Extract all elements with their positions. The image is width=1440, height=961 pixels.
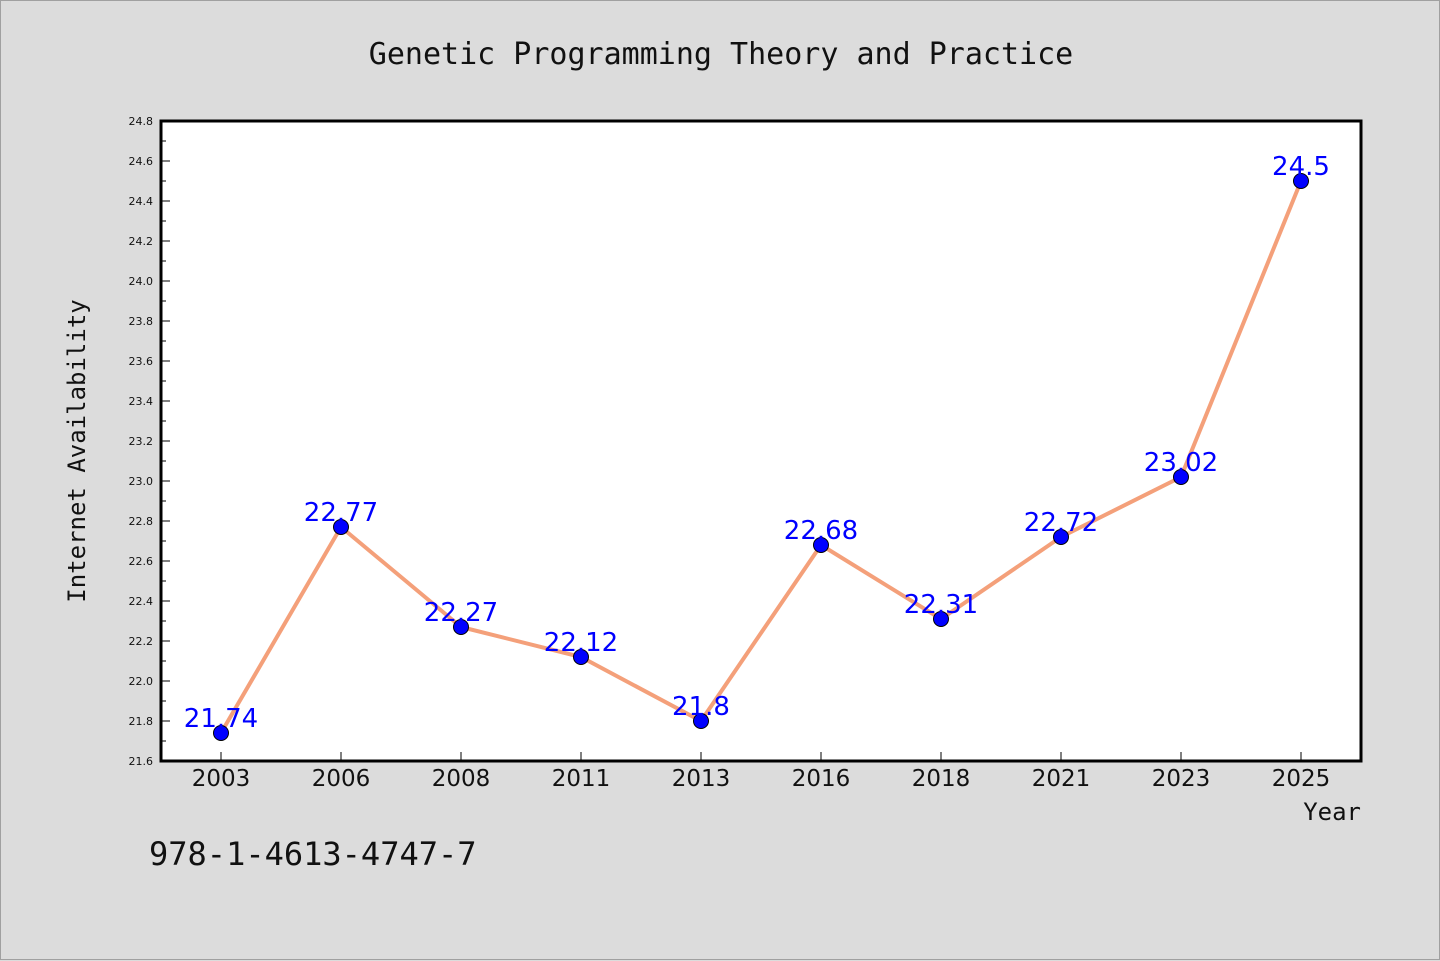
y-axis: 21.6 21.8 22.0 22.2 22.4 22.6 22.8 23.0 23.2 23.4… <box>129 115 170 768</box>
data-label: 23.02 <box>1144 448 1218 478</box>
x-tick-label: 2013 <box>672 766 731 792</box>
y-tick-label: 23.6 <box>129 355 154 368</box>
x-tick-label: 2016 <box>792 766 851 792</box>
y-tick-label: 24.8 <box>129 115 154 128</box>
data-point <box>453 619 469 635</box>
data-point <box>573 649 589 665</box>
x-axis: 2003 2006 2008 2011 2013 2016 2018 2021 2023 2025 <box>192 752 1331 792</box>
data-point <box>933 611 949 627</box>
y-tick-label: 22.6 <box>129 555 154 568</box>
x-tick-label: 2006 <box>312 766 371 792</box>
plot-area <box>159 119 1363 763</box>
isbn-text: 978-1-4613-4747-7 <box>149 835 477 873</box>
data-point <box>333 519 349 535</box>
data-label: 22.12 <box>544 628 618 658</box>
data-labels: 21.74 22.77 22.27 22.12 21.8 22.68 22.31 22.72 2… <box>184 152 1330 734</box>
x-tick-label: 2003 <box>192 766 251 792</box>
y-tick-label: 23.8 <box>129 315 154 328</box>
y-axis-title: Internet Availability <box>63 299 91 602</box>
y-tick-label: 21.6 <box>129 755 154 768</box>
y-tick-label: 24.6 <box>129 155 154 168</box>
data-label: 22.31 <box>904 590 978 620</box>
y-tick-label: 24.0 <box>129 275 154 288</box>
data-point <box>1173 469 1189 485</box>
y-tick-label: 22.2 <box>129 635 154 648</box>
x-tick-label: 2023 <box>1152 766 1211 792</box>
data-label: 24.5 <box>1272 152 1330 182</box>
x-tick-label: 2025 <box>1272 766 1331 792</box>
y-tick-label: 23.2 <box>129 435 154 448</box>
data-series <box>213 173 1309 741</box>
data-label: 22.68 <box>784 516 858 546</box>
data-label: 22.77 <box>304 498 378 528</box>
y-tick-label: 24.2 <box>129 235 154 248</box>
data-point <box>213 725 229 741</box>
data-point <box>693 713 709 729</box>
data-label: 22.72 <box>1024 508 1098 538</box>
x-axis-title: Year <box>1303 798 1361 826</box>
y-tick-label: 22.4 <box>129 595 154 608</box>
series-line <box>219 180 1303 735</box>
y-tick-label: 22.0 <box>129 675 154 688</box>
y-tick-label: 22.8 <box>129 515 154 528</box>
x-tick-label: 2018 <box>912 766 971 792</box>
x-tick-label: 2011 <box>552 766 611 792</box>
data-point <box>1293 173 1309 189</box>
data-label: 21.74 <box>184 704 258 734</box>
chart-title: Genetic Programming Theory and Practice <box>369 37 1073 72</box>
y-tick-label: 23.4 <box>129 395 154 408</box>
data-point <box>813 537 829 553</box>
data-label: 21.8 <box>672 692 730 722</box>
data-label: 22.27 <box>424 598 498 628</box>
x-tick-label: 2021 <box>1032 766 1091 792</box>
y-tick-label: 24.4 <box>129 195 154 208</box>
x-tick-label: 2008 <box>432 766 491 792</box>
data-point <box>1053 529 1069 545</box>
y-tick-label: 23.0 <box>129 475 154 488</box>
y-tick-label: 21.8 <box>129 715 154 728</box>
